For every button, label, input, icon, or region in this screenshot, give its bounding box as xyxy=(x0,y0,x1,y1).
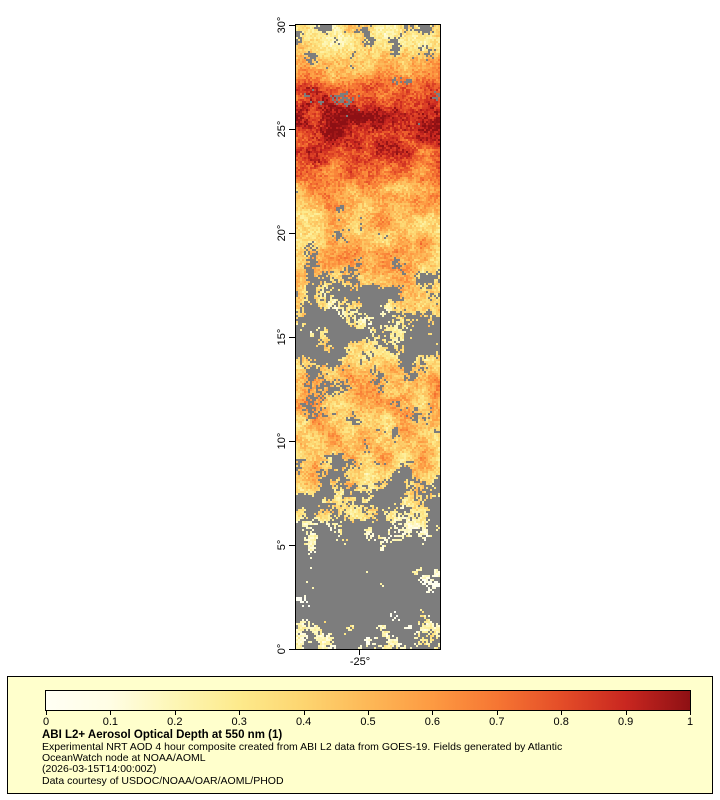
colorbar-tick xyxy=(46,711,47,715)
colorbar-tick xyxy=(561,711,563,715)
map-frame xyxy=(295,24,441,650)
colorbar-tick xyxy=(174,711,176,715)
colorbar-tick xyxy=(239,711,241,715)
colorbar-gradient xyxy=(45,690,691,711)
legend-title: ABI L2+ Aerosol Optical Depth at 550 nm … xyxy=(42,729,283,741)
colorbar-tick-label: 0.6 xyxy=(424,716,441,728)
latitude-tick-label: 30° xyxy=(276,16,288,34)
colorbar-tick-label: 0.9 xyxy=(617,716,634,728)
colorbar-tick-label: 0.5 xyxy=(360,716,376,728)
legend-description-line-2: OceanWatch node at NOAA/AOML xyxy=(42,752,206,764)
latitude-tick-label: 15° xyxy=(276,328,288,346)
legend-data-courtesy: Data courtesy of USDOC/NOAA/OAR/AOML/PHO… xyxy=(42,775,284,787)
legend-timestamp: (2026-03-15T14:00:00Z) xyxy=(42,763,157,775)
colorbar-tick xyxy=(496,711,498,715)
colorbar-tick xyxy=(303,711,305,715)
colorbar-tick xyxy=(368,711,369,715)
latitude-tick-label: 25° xyxy=(276,120,288,138)
colorbar-tick-label: 0 xyxy=(42,716,50,728)
colorbar-tick-label: 0.3 xyxy=(231,716,247,728)
colorbar-tick-label: 0.4 xyxy=(295,716,312,728)
longitude-tick xyxy=(359,650,360,655)
latitude-tick-label: 0° xyxy=(276,643,288,655)
colorbar-tick-label: 0.1 xyxy=(102,716,119,728)
latitude-tick-label: 5° xyxy=(276,539,288,551)
legend-panel: 0 0.1 0.2 0.3 0.4 0.5 0.6 0.7 0.8 0.9 1 ABI L2+ Ae… xyxy=(7,676,713,794)
colorbar-tick xyxy=(432,711,434,715)
latitude-tick-label: 10° xyxy=(276,432,288,450)
latitude-tick-label: 20° xyxy=(276,224,288,242)
colorbar-tick-label: 1 xyxy=(686,716,694,728)
colorbar-tick xyxy=(690,711,691,715)
colorbar-tick-label: 0.8 xyxy=(553,716,569,728)
legend-description-line-1: Experimental NRT AOD 4 hour composite cr… xyxy=(42,741,563,753)
colorbar-tick xyxy=(110,711,112,715)
colorbar-tick xyxy=(625,711,627,715)
longitude-tick-label: -25° xyxy=(349,656,371,668)
colorbar-tick-label: 0.7 xyxy=(489,716,505,728)
colorbar-tick-label: 0.2 xyxy=(167,716,183,728)
aod-map-canvas xyxy=(296,25,440,649)
